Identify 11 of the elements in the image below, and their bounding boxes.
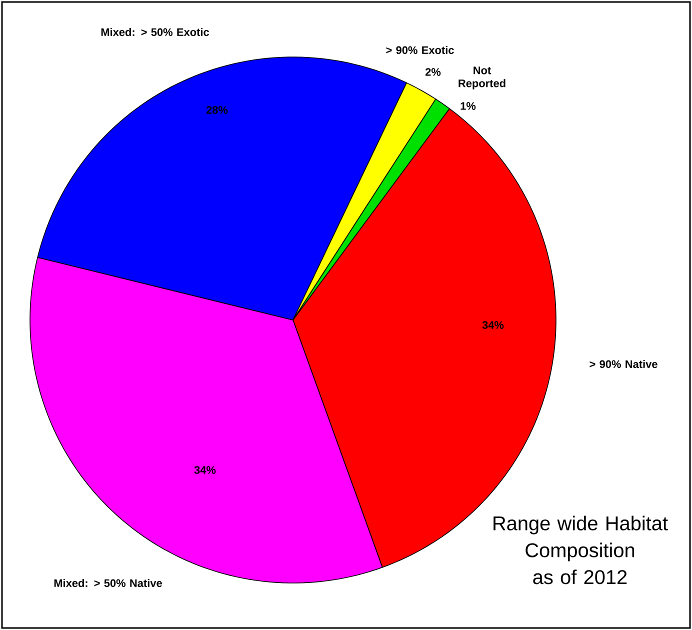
slice-label: > 90% Native — [590, 360, 658, 368]
data-label: 34% — [482, 321, 504, 329]
text: Range wide Habitat Composition as of 2012 — [494, 516, 668, 584]
data-label: 1% — [460, 102, 476, 110]
slice-label: Mixed: > 50% Native — [54, 578, 162, 588]
slice-label: > 90% Exotic — [386, 46, 454, 54]
data-label: 2% — [425, 68, 441, 76]
data-label: 34% — [194, 466, 216, 474]
slice-label: Mixed: > 50% Exotic — [101, 28, 210, 36]
data-label: 28% — [206, 106, 228, 114]
slice-label: Not Reported — [458, 66, 506, 90]
